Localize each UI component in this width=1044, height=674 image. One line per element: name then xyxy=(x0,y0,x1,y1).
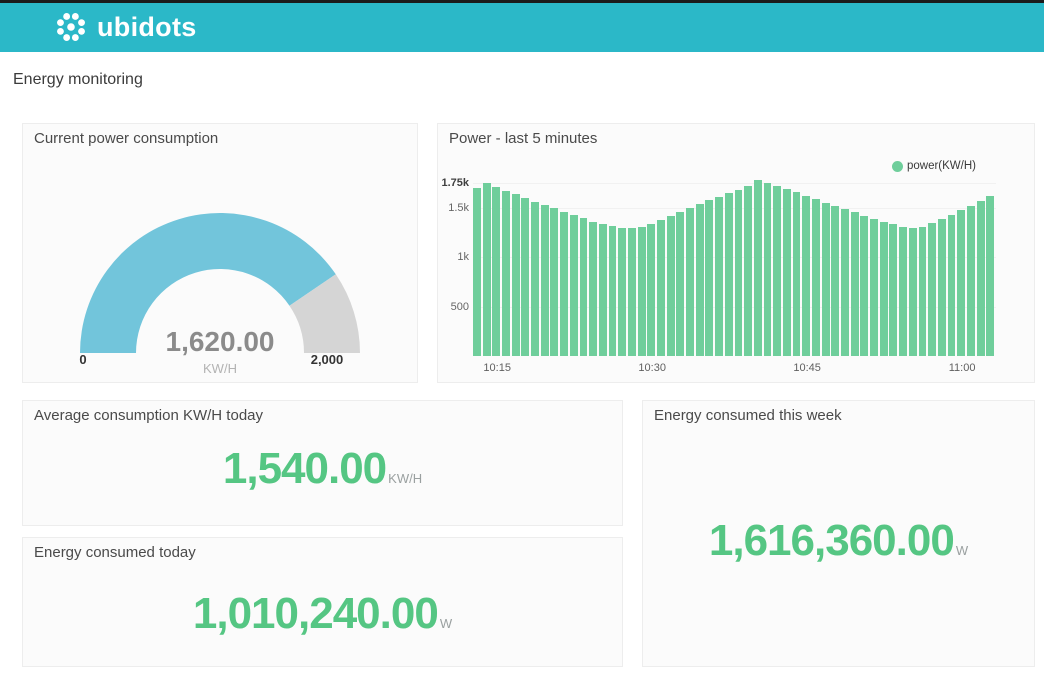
y-axis-tick-label: 1.75k xyxy=(441,177,469,189)
energy-today-value-row: 1,010,240.00 W xyxy=(23,592,622,636)
brand[interactable]: ubidots xyxy=(52,8,197,46)
power-bar[interactable] xyxy=(879,221,888,356)
gauge-track-arc xyxy=(289,274,360,353)
y-axis-tick-label: 1k xyxy=(457,251,469,264)
power-bar[interactable] xyxy=(598,224,607,356)
gauge-max-label: 2,000 xyxy=(310,352,344,367)
page-title: Energy monitoring xyxy=(13,71,143,88)
gauge-chart[interactable] xyxy=(23,124,417,374)
power-bar[interactable] xyxy=(947,214,956,356)
power-bar[interactable] xyxy=(627,228,636,356)
x-axis-tick-label: 10:30 xyxy=(638,362,666,374)
brand-name: ubidots xyxy=(97,12,197,42)
power-bar[interactable] xyxy=(521,197,530,356)
power-bar[interactable] xyxy=(937,219,946,356)
power-bar[interactable] xyxy=(831,205,840,356)
power-bar[interactable] xyxy=(647,223,656,356)
avg-consumption-widget: Average consumption KW/H today 1,540.00 K… xyxy=(22,400,623,526)
power-bar[interactable] xyxy=(734,189,743,356)
grid-line xyxy=(473,183,996,184)
power-bar[interactable] xyxy=(918,226,927,356)
power-bar[interactable] xyxy=(502,190,510,356)
power-bar[interactable] xyxy=(753,180,762,356)
energy-week-value: 1,616,360.00 xyxy=(708,516,955,565)
power-bar[interactable] xyxy=(676,212,685,356)
power-bar[interactable] xyxy=(792,192,801,356)
power-bar[interactable] xyxy=(666,216,675,356)
avg-consumption-title: Average consumption KW/H today xyxy=(34,407,264,424)
power-bar[interactable] xyxy=(705,200,714,356)
x-axis-tick-label: 11:00 xyxy=(948,362,976,374)
energy-week-unit: W xyxy=(955,543,969,558)
power-bar[interactable] xyxy=(715,196,723,356)
power-bar[interactable] xyxy=(763,183,772,356)
power-bar[interactable] xyxy=(473,187,481,356)
gauge-widget-title: Current power consumption xyxy=(34,130,219,147)
power-bar[interactable] xyxy=(889,224,898,356)
power-bar[interactable] xyxy=(860,215,869,356)
energy-today-unit: W xyxy=(439,616,453,631)
gauge-value: 1,620.00 xyxy=(165,326,275,357)
power-bar[interactable] xyxy=(686,207,694,356)
power-bar[interactable] xyxy=(850,212,859,356)
power-bar[interactable] xyxy=(531,202,539,356)
power-bar[interactable] xyxy=(569,215,578,356)
energy-today-value: 1,010,240.00 xyxy=(192,589,439,638)
avg-consumption-value-row: 1,540.00 KW/H xyxy=(23,447,622,491)
power-bar[interactable] xyxy=(492,187,501,356)
power-bar[interactable] xyxy=(589,221,598,356)
avg-consumption-value: 1,540.00 xyxy=(222,444,387,493)
power-bar[interactable] xyxy=(821,202,830,356)
power-bar[interactable] xyxy=(870,218,878,356)
power-bar[interactable] xyxy=(841,208,849,356)
power-bar[interactable] xyxy=(899,226,908,356)
y-axis-tick-label: 500 xyxy=(450,300,469,313)
avg-consumption-unit: KW/H xyxy=(388,471,423,486)
power-bar[interactable] xyxy=(811,199,820,356)
power-bar[interactable] xyxy=(560,211,569,356)
power-bar[interactable] xyxy=(637,226,646,356)
x-axis-tick-label: 10:45 xyxy=(793,362,821,374)
power-bar[interactable] xyxy=(724,193,733,356)
power-bar[interactable] xyxy=(976,201,985,356)
power-bar[interactable] xyxy=(618,227,627,356)
legend-series-dot-icon xyxy=(891,160,903,172)
power-bar[interactable] xyxy=(657,220,665,356)
chart-title: Power - last 5 minutes xyxy=(449,130,598,147)
gauge-min-label: 0 xyxy=(79,352,87,367)
energy-week-title: Energy consumed this week xyxy=(654,407,842,424)
power-bar[interactable] xyxy=(550,208,559,356)
power-bar[interactable] xyxy=(579,218,588,356)
gauge-unit: KW/H xyxy=(203,361,237,376)
x-axis-tick-label: 10:15 xyxy=(483,362,511,374)
power-bar[interactable] xyxy=(986,195,995,356)
power-bar[interactable] xyxy=(908,228,917,356)
energy-week-widget: Energy consumed this week 1,616,360.00 W xyxy=(642,400,1035,667)
power-bar[interactable] xyxy=(744,185,753,356)
chart-legend[interactable]: power(KW/H) xyxy=(891,160,976,172)
power-bar[interactable] xyxy=(928,223,937,356)
gauge-widget: Current power consumption 1,620.00 KW/H … xyxy=(22,123,418,383)
energy-today-widget: Energy consumed today 1,010,240.00 W xyxy=(22,537,623,667)
power-bar[interactable] xyxy=(511,194,520,356)
power-bar[interactable] xyxy=(540,205,549,356)
bar-plot-area xyxy=(473,179,996,356)
window-top-edge xyxy=(0,0,1044,3)
power-bar[interactable] xyxy=(482,183,491,356)
power-chart-widget: Power - last 5 minutes power(KW/H) 500 1k… xyxy=(437,123,1035,383)
legend-series-label: power(KW/H) xyxy=(906,160,976,172)
power-bar[interactable] xyxy=(966,205,975,356)
gauge-fill-arc xyxy=(80,213,336,353)
y-axis-tick-label: 1.5k xyxy=(448,201,469,214)
app-header: ubidots xyxy=(0,0,1044,52)
power-bar[interactable] xyxy=(957,210,966,356)
power-bar[interactable] xyxy=(608,226,617,356)
power-bar[interactable] xyxy=(782,188,791,356)
power-bar[interactable] xyxy=(695,203,704,356)
ubidots-logo-icon xyxy=(57,13,85,41)
energy-today-title: Energy consumed today xyxy=(34,544,196,561)
power-bar[interactable] xyxy=(802,195,811,356)
energy-week-value-row: 1,616,360.00 W xyxy=(643,519,1034,563)
power-bar[interactable] xyxy=(773,185,782,356)
